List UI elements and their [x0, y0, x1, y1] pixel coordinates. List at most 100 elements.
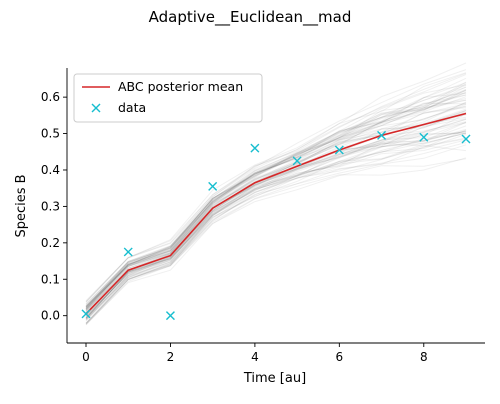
data-point [123, 247, 133, 257]
posterior-sample-line [85, 109, 467, 313]
posterior-sample-line [85, 131, 467, 319]
posterior-sample-line [85, 133, 467, 319]
posterior-sample-line [85, 129, 467, 322]
data-marker-stroke [292, 156, 302, 166]
posterior-sample-line [85, 62, 467, 303]
x-tick-label: 4 [251, 350, 259, 364]
posterior-sample-line [85, 158, 467, 324]
posterior-sample-line [85, 137, 467, 320]
posterior-sample-line [85, 89, 467, 311]
data-marker-stroke [250, 143, 260, 153]
y-tick-label: 0.0 [41, 309, 60, 323]
posterior-sample-line [85, 106, 467, 311]
posterior-sample-line [85, 99, 467, 311]
posterior-sample-line [85, 94, 467, 308]
x-tick-label: 2 [167, 350, 175, 364]
data-point [165, 311, 175, 321]
posterior-sample-line [85, 84, 467, 308]
posterior-sample-line [85, 157, 467, 325]
data-point [250, 143, 260, 153]
legend-marker-swatch [91, 103, 101, 113]
posterior-sample-line [85, 82, 467, 307]
posterior-sample-line [85, 130, 467, 320]
axes: 0 2 4 6 8 0.0 0.1 0.2 0.3 0.4 0.5 0.6 [41, 68, 485, 364]
posterior-sample-line [85, 138, 467, 325]
posterior-sample-line [85, 90, 467, 310]
data-point [208, 181, 218, 191]
data-marker-stroke [461, 134, 471, 144]
posterior-sample-line [85, 91, 467, 307]
posterior-sample-line [85, 122, 467, 315]
posterior-sample-line [85, 128, 467, 319]
posterior-sample-line [85, 83, 467, 310]
posterior-sample-line [85, 98, 467, 309]
posterior-sample-line [85, 121, 467, 316]
posterior-sample-line [85, 130, 467, 317]
data-point [377, 130, 387, 140]
posterior-sample-line [85, 121, 467, 319]
posterior-sample-line [85, 139, 467, 324]
posterior-sample-line [85, 118, 467, 320]
y-tick-label: 0.4 [41, 163, 60, 177]
legend-label-mean: ABC posterior mean [118, 79, 243, 94]
chart-title: Adaptive__Euclidean__mad [149, 8, 352, 27]
data-point [419, 132, 429, 142]
posterior-sample-line [85, 118, 467, 318]
y-tick-label: 0.6 [41, 90, 60, 104]
posterior-sample-line [85, 103, 467, 311]
posterior-sample-line [85, 69, 467, 302]
data-marker-stroke [165, 311, 175, 321]
posterior-sample-line [85, 102, 467, 312]
posterior-sample-line [85, 125, 467, 319]
data-marker-stroke [81, 309, 91, 319]
posterior-sample-line [85, 99, 467, 309]
data-point [334, 145, 344, 155]
posterior-sample-line [85, 73, 467, 305]
posterior-sample-line [85, 89, 467, 305]
y-tick-label: 0.2 [41, 236, 60, 250]
posterior-sample-line [85, 86, 467, 310]
posterior-sample-line [85, 89, 467, 308]
posterior-sample-line [85, 94, 467, 306]
x-axis-label: Time [au] [243, 371, 306, 386]
posterior-sample-line [85, 86, 467, 308]
x-tick-label: 6 [336, 350, 344, 364]
legend-box [73, 73, 263, 123]
posterior-sample-line [85, 144, 467, 326]
data-point [461, 134, 471, 144]
posterior-sample-line [85, 133, 467, 324]
posterior-sample-line [85, 118, 467, 319]
x-tick-label: 8 [420, 350, 428, 364]
posterior-samples [85, 62, 467, 326]
posterior-sample-line [85, 96, 467, 308]
y-tick-label: 0.5 [41, 127, 60, 141]
posterior-mean-line [85, 112, 467, 315]
posterior-sample-line [85, 81, 467, 306]
x-tick-label: 0 [82, 350, 90, 364]
y-tick-label: 0.1 [41, 272, 60, 286]
data-marker-stroke [419, 132, 429, 142]
posterior-sample-line [85, 102, 467, 309]
posterior-sample-line [85, 145, 467, 324]
posterior-sample-line [85, 110, 467, 313]
posterior-sample-line [85, 103, 467, 310]
posterior-sample-line [85, 132, 467, 320]
posterior-sample-line [85, 142, 467, 325]
posterior-sample-line [85, 130, 467, 318]
data-point [292, 156, 302, 166]
posterior-sample-line [85, 92, 467, 308]
posterior-sample-line [85, 77, 467, 308]
y-tick-label: 0.3 [41, 199, 60, 213]
posterior-sample-line [85, 112, 467, 317]
posterior-sample-line [85, 101, 467, 315]
posterior-sample-line [85, 110, 467, 314]
legend: ABC posterior mean data [73, 73, 263, 123]
posterior-sample-line [85, 132, 467, 321]
data-marker-stroke [208, 181, 218, 191]
y-axis-label: Species B [14, 174, 29, 237]
legend-label-data: data [118, 100, 146, 115]
posterior-sample-line [85, 113, 467, 315]
data-point [81, 309, 91, 319]
